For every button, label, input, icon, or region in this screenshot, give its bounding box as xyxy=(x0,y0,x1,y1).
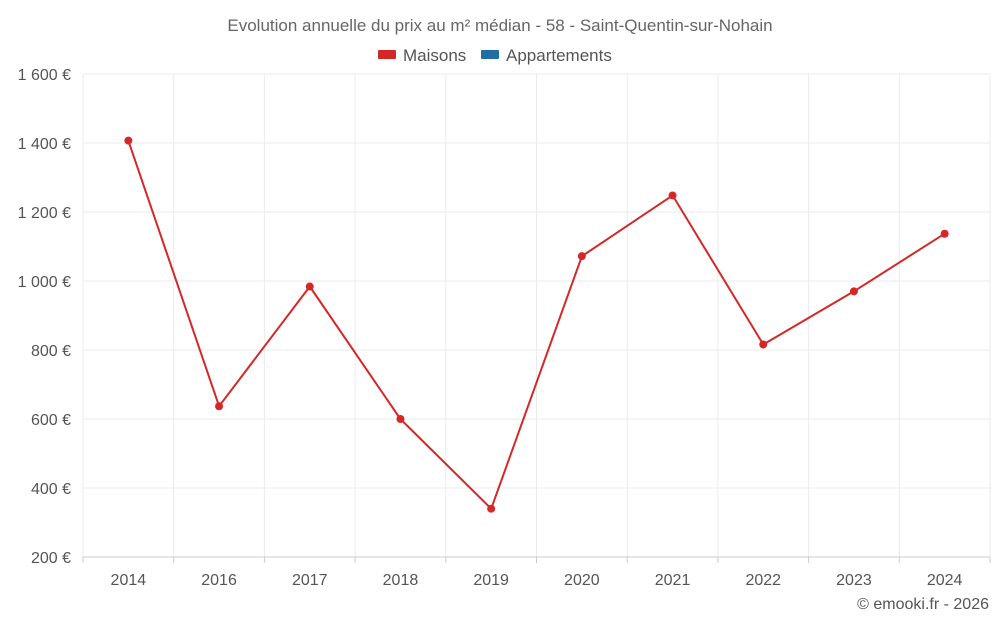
data-point[interactable] xyxy=(124,136,133,145)
data-point[interactable] xyxy=(305,282,314,291)
x-tick-label: 2016 xyxy=(201,572,237,589)
legend-swatch-maisons xyxy=(378,50,396,59)
x-tick-label: 2023 xyxy=(836,572,872,589)
x-tick-label: 2019 xyxy=(473,572,509,589)
series-line-maisons xyxy=(127,140,946,510)
legend: Maisons Appartements xyxy=(378,46,612,65)
legend-swatch-appartements xyxy=(481,50,499,59)
y-tick-label: 1 400 € xyxy=(18,136,71,153)
x-tick-label: 2017 xyxy=(292,572,328,589)
axes: 200 € 400 € 600 € 800 € 1 000 € 1 200 € 1 400 … xyxy=(18,67,991,589)
data-point[interactable] xyxy=(759,340,768,349)
y-tick-label: 200 € xyxy=(31,550,71,567)
data-point[interactable] xyxy=(849,287,858,296)
x-tick-label: 2014 xyxy=(111,572,147,589)
x-tick-label: 2020 xyxy=(564,572,600,589)
x-tick-label: 2018 xyxy=(383,572,419,589)
legend-item-appartements[interactable]: Appartements xyxy=(481,46,612,65)
series-maisons xyxy=(124,136,949,513)
x-tick-label: 2024 xyxy=(927,572,963,589)
data-point[interactable] xyxy=(577,252,586,261)
y-tick-label: 600 € xyxy=(31,412,71,429)
x-tick-label: 2022 xyxy=(745,572,781,589)
x-tick-label: 2021 xyxy=(655,572,691,589)
y-tick-label: 1 200 € xyxy=(18,205,71,222)
y-tick-label: 800 € xyxy=(31,343,71,360)
legend-label-appartements: Appartements xyxy=(506,46,612,65)
data-point[interactable] xyxy=(668,191,677,200)
chart-title: Evolution annuelle du prix au m² médian … xyxy=(227,16,772,35)
data-point[interactable] xyxy=(396,415,405,423)
credit: © emooki.fr - 2026 xyxy=(857,596,989,613)
data-point[interactable] xyxy=(487,504,496,513)
y-tick-label: 400 € xyxy=(31,481,71,498)
y-tick-label: 1 000 € xyxy=(18,274,71,291)
y-tick-label: 1 600 € xyxy=(18,67,71,84)
data-point[interactable] xyxy=(940,229,949,238)
legend-label-maisons: Maisons xyxy=(403,46,466,65)
data-point[interactable] xyxy=(215,402,224,411)
legend-item-maisons[interactable]: Maisons xyxy=(378,46,466,65)
grid xyxy=(82,73,991,557)
